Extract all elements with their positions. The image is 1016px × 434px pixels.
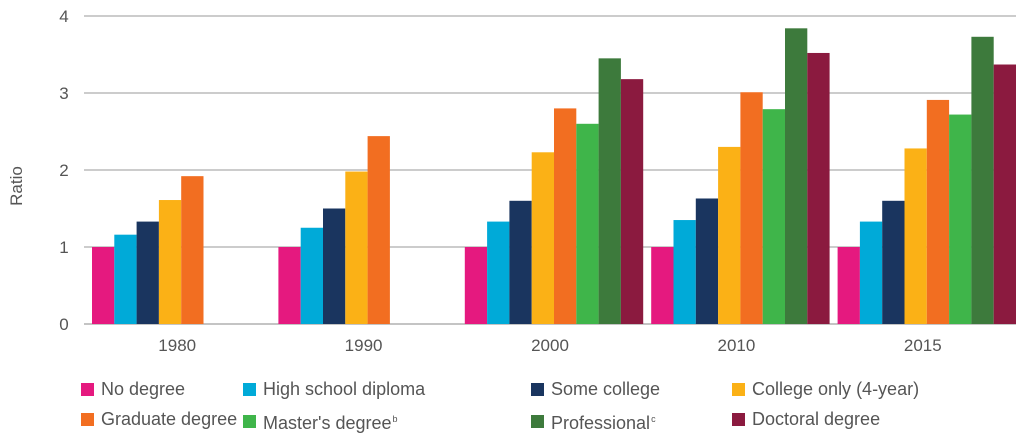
legend-label: Professionalc — [551, 413, 656, 433]
bar — [971, 36, 994, 324]
bar — [620, 79, 644, 324]
legend-swatch — [531, 382, 544, 396]
bar — [807, 52, 830, 325]
bar — [673, 220, 696, 324]
legend-item: Doctoral degree — [732, 408, 880, 430]
legend-swatch — [243, 382, 256, 396]
bar — [949, 114, 972, 324]
bar — [859, 221, 883, 324]
bar — [718, 146, 741, 324]
x-tick-label: 2010 — [717, 336, 755, 355]
bar — [345, 171, 368, 324]
bar — [367, 136, 390, 324]
bar — [278, 247, 301, 324]
legend-swatch — [81, 412, 94, 426]
bar — [136, 221, 159, 324]
legend-swatch — [732, 412, 745, 426]
bar — [114, 234, 137, 324]
x-tick-label: 1980 — [158, 336, 196, 355]
legend-label: Doctoral degree — [752, 409, 881, 429]
bar — [695, 198, 719, 324]
legend-item: Graduate degree — [81, 408, 237, 430]
legend-item: No degree — [81, 378, 185, 400]
bar — [576, 123, 599, 324]
bar — [300, 227, 323, 324]
bar-chart: 0 1 2 3 4 1980 1990 2000 2010 2015 Ratio — [7, 7, 1016, 355]
bar — [92, 247, 115, 324]
bar — [181, 176, 204, 324]
bars — [92, 28, 1016, 325]
legend-label: Graduate degree — [101, 409, 238, 429]
legend-swatch — [732, 382, 745, 396]
bar — [509, 200, 532, 324]
legend-label: High school diploma — [263, 379, 426, 399]
bar — [993, 64, 1016, 324]
legend-item: College only (4-year) — [732, 378, 919, 400]
bar — [904, 148, 927, 324]
legend-item: Some college — [531, 378, 660, 400]
legend: No degree High school diploma Some college… — [81, 376, 1016, 434]
bar — [464, 247, 488, 324]
x-tick-label: 2015 — [904, 336, 942, 355]
legend-swatch — [531, 414, 544, 428]
x-tick-labels: 1980 1990 2000 2010 2015 — [158, 336, 941, 355]
y-tick-label: 3 — [59, 84, 68, 103]
legend-item: Master's degreeb — [243, 408, 398, 434]
legend-item: Professionalc — [531, 408, 656, 434]
bar — [531, 152, 554, 324]
bar — [487, 221, 510, 324]
y-tick-labels: 0 1 2 3 4 — [59, 7, 68, 334]
y-tick-label: 2 — [59, 161, 68, 180]
bar — [158, 200, 182, 324]
y-tick-label: 4 — [59, 7, 68, 26]
bar — [323, 208, 346, 324]
bar — [762, 109, 785, 324]
legend-label: College only (4-year) — [752, 379, 920, 399]
legend-swatch — [81, 382, 94, 396]
x-tick-label: 2000 — [531, 336, 569, 355]
bar — [926, 99, 950, 325]
x-tick-label: 1990 — [345, 336, 383, 355]
legend-label: Master's degreeb — [263, 413, 398, 433]
legend-label: No degree — [101, 379, 186, 399]
bar — [651, 247, 674, 324]
y-axis-label: Ratio — [7, 166, 26, 206]
legend-footnote-marker: b — [392, 414, 398, 424]
legend-swatch — [243, 414, 256, 428]
bar — [882, 200, 905, 324]
bar — [740, 92, 763, 324]
bar — [598, 58, 621, 324]
bar — [554, 108, 577, 325]
y-tick-label: 0 — [59, 315, 68, 334]
legend-item: High school diploma — [243, 378, 425, 400]
y-tick-label: 1 — [59, 238, 68, 257]
bar — [785, 28, 808, 324]
bar — [837, 247, 860, 324]
legend-footnote-marker: c — [651, 414, 656, 424]
legend-label: Some college — [551, 379, 661, 399]
